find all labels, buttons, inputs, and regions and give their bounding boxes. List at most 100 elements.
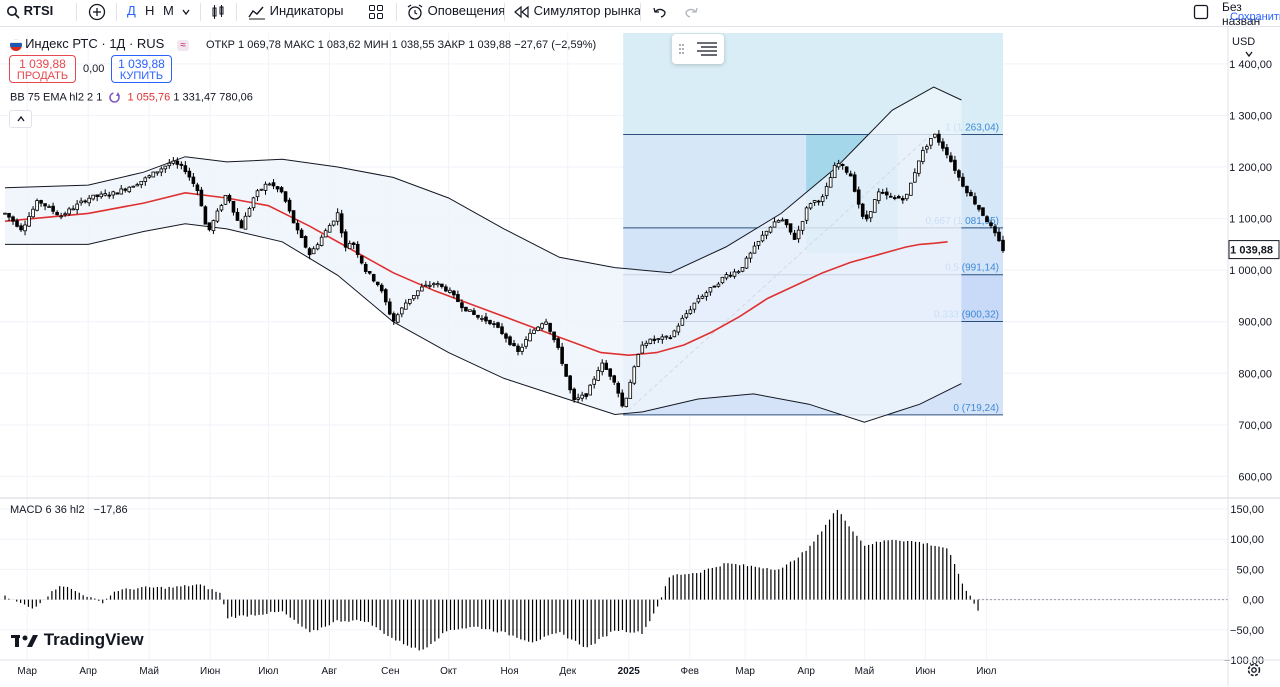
symbol-title[interactable]: Индекс РТС · 1Д · RUS: [25, 36, 165, 51]
candle-body: [263, 183, 268, 191]
save-link[interactable]: Сохранить: [1230, 11, 1280, 23]
candle-body: [612, 375, 617, 383]
candle-body: [905, 193, 909, 200]
candle-body: [620, 392, 625, 407]
candle-body: [616, 382, 621, 394]
candle-body: [680, 317, 685, 326]
time-tick-label: Мар: [735, 666, 755, 677]
candle-body: [151, 171, 156, 178]
candle-body: [163, 165, 168, 170]
candle-body: [432, 283, 436, 286]
layout-checkbox[interactable]: [1193, 0, 1209, 26]
time-tick-label: Июн: [915, 666, 935, 677]
candle-body: [351, 242, 356, 246]
price-tick-label: 600,00: [1238, 471, 1272, 483]
candle-body: [596, 370, 600, 381]
candle-body: [412, 295, 416, 300]
candle-body: [548, 322, 552, 332]
indicators-button[interactable]: Индикаторы: [248, 0, 344, 26]
candle-body: [395, 314, 400, 323]
chevron-down-icon: [182, 9, 190, 15]
buy-button[interactable]: 1 039,88 КУПИТЬ: [111, 55, 172, 83]
candle-body: [279, 187, 284, 193]
candle-body: [19, 225, 23, 231]
candle-body: [660, 336, 665, 340]
candle-body: [179, 163, 184, 166]
candle-body: [367, 271, 372, 274]
candle-body: [436, 283, 440, 286]
candle-body: [828, 177, 833, 188]
candle-body: [111, 191, 116, 196]
time-tick-label: Ноя: [500, 666, 518, 677]
candle-body: [83, 200, 87, 203]
candle-body: [287, 199, 292, 212]
candle-body: [175, 160, 180, 165]
interval-month[interactable]: М: [163, 3, 174, 18]
currency-selector[interactable]: USD: [1232, 36, 1278, 60]
candle-body: [247, 208, 252, 217]
candle-body: [3, 212, 7, 215]
candles: [3, 130, 1005, 408]
interval-week[interactable]: Н: [145, 3, 155, 18]
macd-label[interactable]: MACD 6 36 hl2: [10, 504, 85, 516]
candle-body: [668, 337, 673, 340]
candle-body: [219, 205, 224, 211]
candle-body: [404, 302, 408, 310]
alerts-button[interactable]: Оповещения: [406, 0, 505, 26]
sell-button[interactable]: 1 039,88 ПРОДАТЬ: [9, 55, 76, 83]
refresh-icon[interactable]: [108, 91, 121, 104]
replay-button[interactable]: Симулятор рынка: [514, 0, 641, 26]
candle-body: [480, 318, 484, 320]
redo-button[interactable]: [683, 0, 699, 26]
candle-body: [760, 234, 765, 242]
macd-tick-label: −50,00: [1230, 625, 1264, 637]
collapse-legend-button[interactable]: [9, 110, 32, 128]
chart-type-button[interactable]: [210, 0, 226, 26]
replay-label: Симулятор рынка: [533, 3, 642, 18]
bb-label[interactable]: BB 75 EMA hl2 2 1: [10, 91, 103, 104]
candle-body: [848, 173, 853, 177]
symbol-search[interactable]: RTSI: [6, 0, 53, 26]
candle-body: [716, 283, 721, 287]
price-tick-label: 1 100,00: [1229, 214, 1272, 226]
candle-body: [271, 182, 276, 187]
layout-name[interactable]: Без назван: [1222, 0, 1261, 28]
candle-body: [171, 160, 176, 164]
candle-body: [335, 212, 340, 222]
candle-body: [424, 284, 428, 287]
russia-flag-icon: [10, 39, 22, 52]
candle-body: [560, 346, 564, 364]
candle-body: [929, 138, 933, 146]
time-tick-label: Июл: [976, 666, 996, 677]
undo-button[interactable]: [652, 0, 668, 26]
time-tick-label: Июн: [200, 666, 220, 677]
candle-body: [852, 174, 857, 192]
interval-dropdown[interactable]: [181, 0, 191, 26]
candle-body: [856, 189, 861, 205]
candle-body: [211, 220, 216, 232]
interval-day[interactable]: Д: [127, 3, 136, 18]
settings-button[interactable]: [1246, 662, 1262, 683]
candle-body: [303, 236, 308, 248]
bb-upper-value: 1 331,47: [173, 91, 217, 104]
candle-body: [648, 338, 653, 344]
candle-body: [981, 207, 985, 216]
candle-body: [391, 313, 396, 322]
candle-body: [957, 170, 961, 178]
checkbox-icon: [1193, 4, 1209, 19]
candle-body: [724, 274, 729, 279]
candle-body: [652, 338, 657, 341]
object-tree-button[interactable]: [672, 34, 724, 64]
price-chart[interactable]: 1 (1 263,04) 0,667 (1 081,95) 0,5 (991,14)…: [0, 27, 1280, 687]
candle-body: [564, 363, 568, 377]
compare-button[interactable]: [88, 0, 106, 26]
candle-body: [532, 329, 536, 334]
templates-button[interactable]: [368, 0, 384, 26]
candle-body: [75, 203, 79, 210]
candle-body: [127, 186, 132, 193]
candle-body: [159, 168, 164, 173]
candle-body: [472, 310, 476, 315]
candle-body: [131, 185, 136, 188]
candle-body: [323, 230, 328, 238]
candle-body: [1001, 239, 1005, 252]
